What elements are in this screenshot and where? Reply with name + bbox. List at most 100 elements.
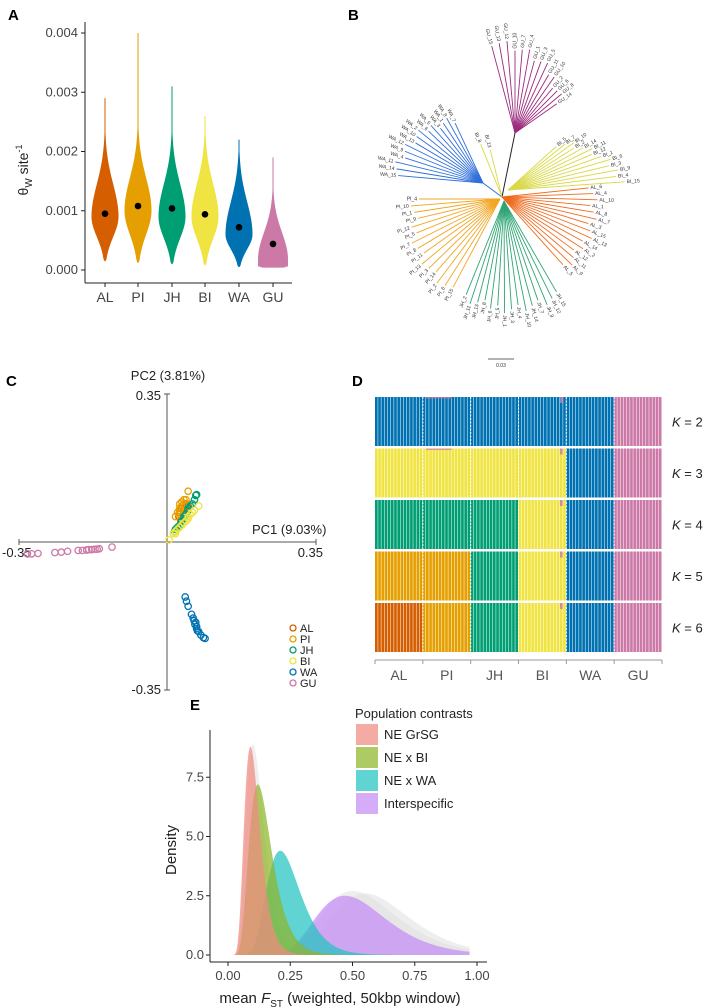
tree-tip-label: PI_5 xyxy=(404,231,416,241)
admixture-bar-pi xyxy=(435,603,439,652)
admixture-bar-bi xyxy=(550,500,554,549)
legend-marker-gu xyxy=(289,679,297,687)
admixture-bar-al xyxy=(406,448,410,498)
admixture-bar-pi xyxy=(461,448,464,498)
admixture-bar-al xyxy=(378,448,381,498)
admixture-bar-wa xyxy=(572,448,576,498)
pca-point-bi xyxy=(165,536,173,544)
median-point-al xyxy=(101,210,109,218)
tree-tip-label: JH_12 xyxy=(550,299,562,315)
y-tick-label: 2.5 xyxy=(186,888,204,903)
violin-wa xyxy=(225,139,253,268)
admixture-bar-bi xyxy=(534,603,538,652)
admixture-bar-pi xyxy=(445,603,448,652)
admixture-bar-al xyxy=(375,603,378,652)
k-label-value: = 6 xyxy=(681,621,703,636)
admixture-bar-jh xyxy=(492,500,496,549)
tree-branch-pi_11 xyxy=(423,198,501,254)
tree-tip-label: AL_1 xyxy=(592,203,604,210)
tree-tip-label: PI_12 xyxy=(397,225,411,235)
admixture-bar-jh xyxy=(470,603,474,652)
tree-branch-jh_14 xyxy=(503,200,533,306)
tree-branch-bi_13 xyxy=(489,149,503,198)
tree-tip-label: AL_5 xyxy=(562,264,574,277)
admixture-bar-jh xyxy=(515,603,518,652)
legend-swatch xyxy=(356,793,378,814)
tree-scale-label: 0.03 xyxy=(496,363,506,369)
admixture-bar-jh xyxy=(502,397,506,446)
admixture-bar-wa xyxy=(591,448,595,498)
tree-branch-jh_5 xyxy=(497,200,505,306)
admixture-bar-wa xyxy=(585,603,589,652)
legend-marker-al xyxy=(289,624,297,632)
tree-tip-label: BI_13 xyxy=(483,134,492,148)
admixture-sliver xyxy=(559,397,563,403)
tree-tip-label: PI_9 xyxy=(405,216,417,224)
admixture-bar-pi xyxy=(441,448,445,498)
admixture-bar-pi xyxy=(422,551,426,601)
admixture-bar-jh xyxy=(508,603,512,652)
admixture-bar-al xyxy=(390,500,394,549)
tree-branch-pi_13 xyxy=(421,198,501,265)
admixture-bar-al xyxy=(400,448,404,498)
admixture-bar-wa xyxy=(591,500,595,549)
admixture-bar-wa xyxy=(604,448,608,498)
admixture-plot: K = 2K = 3K = 4K = 5K = 6AL PI JH BI WA GU xyxy=(374,397,703,683)
admixture-bar-wa xyxy=(588,603,592,652)
admixture-bar-pi xyxy=(426,397,429,446)
tree-branch-al_9 xyxy=(501,196,573,266)
admixture-bar-bi xyxy=(563,448,566,498)
tree-branch-al_12 xyxy=(501,196,575,251)
admixture-bar-pi xyxy=(441,551,445,601)
admixture-bar-gu xyxy=(655,551,659,601)
admixture-bar-jh xyxy=(483,397,487,446)
tree-tip-label: JH_7 xyxy=(535,301,545,314)
admixture-bar-bi xyxy=(547,551,550,601)
admixture-bar-wa xyxy=(579,551,582,601)
tree-branch-wa_8 xyxy=(446,117,484,184)
pca-point-wa xyxy=(201,634,209,643)
admixture-bar-pi xyxy=(432,500,436,549)
admixture-bar-jh xyxy=(486,551,490,601)
tree-branch-al_8 xyxy=(501,196,594,213)
admixture-bar-bi xyxy=(547,500,550,549)
median-point-jh xyxy=(168,205,176,212)
admixture-bar-bi xyxy=(537,448,541,498)
admixture-bar-pi xyxy=(445,551,448,601)
tree-branch-jh_12 xyxy=(503,200,553,299)
admixture-bar-wa xyxy=(569,397,573,446)
admixture-bar-jh xyxy=(502,551,506,601)
panel-label-d: D xyxy=(352,373,363,390)
admixture-bar-pi xyxy=(438,500,442,549)
admixture-bar-pi xyxy=(441,603,445,652)
x-tick-label: 1.00 xyxy=(464,968,489,983)
tree-tip-label: WA_4 xyxy=(389,151,404,161)
admixture-bar-al xyxy=(419,397,423,446)
admixture-bar-bi xyxy=(553,603,557,652)
admixture-bar-jh xyxy=(473,551,477,601)
admixture-bar-pi xyxy=(454,397,458,446)
tree-tip-label: AL_8 xyxy=(595,210,608,218)
admixture-bar-wa xyxy=(585,397,589,446)
y-label-part: site xyxy=(15,152,31,178)
admixture-bar-gu xyxy=(623,551,627,601)
panel-label-b: B xyxy=(348,7,359,24)
tree-tip-label: BI_5 xyxy=(556,136,568,147)
tree-branch-pi_5 xyxy=(416,198,501,234)
tree-branch-wa_3 xyxy=(440,128,484,184)
legend-swatch xyxy=(356,747,378,768)
tree-tip-label: JH_14 xyxy=(530,307,540,323)
admixture-bar-jh xyxy=(512,500,515,549)
tree-tip-label: GU_13 xyxy=(493,25,502,42)
tree-branch-wa_14 xyxy=(396,168,484,184)
tree-branch-gu_1 xyxy=(514,60,535,134)
k-label-k: K xyxy=(672,466,682,481)
admixture-bar-al xyxy=(381,551,385,601)
admixture-bar-wa xyxy=(572,551,576,601)
tree-branch-gu_8 xyxy=(514,93,562,134)
pc1-label: PC1 (9.03%) xyxy=(252,522,326,537)
tree-tip-label: BI_14 xyxy=(583,138,598,150)
admixture-bar-gu xyxy=(633,500,636,549)
median-point-gu xyxy=(269,240,277,248)
admixture-bar-bi xyxy=(528,500,531,549)
